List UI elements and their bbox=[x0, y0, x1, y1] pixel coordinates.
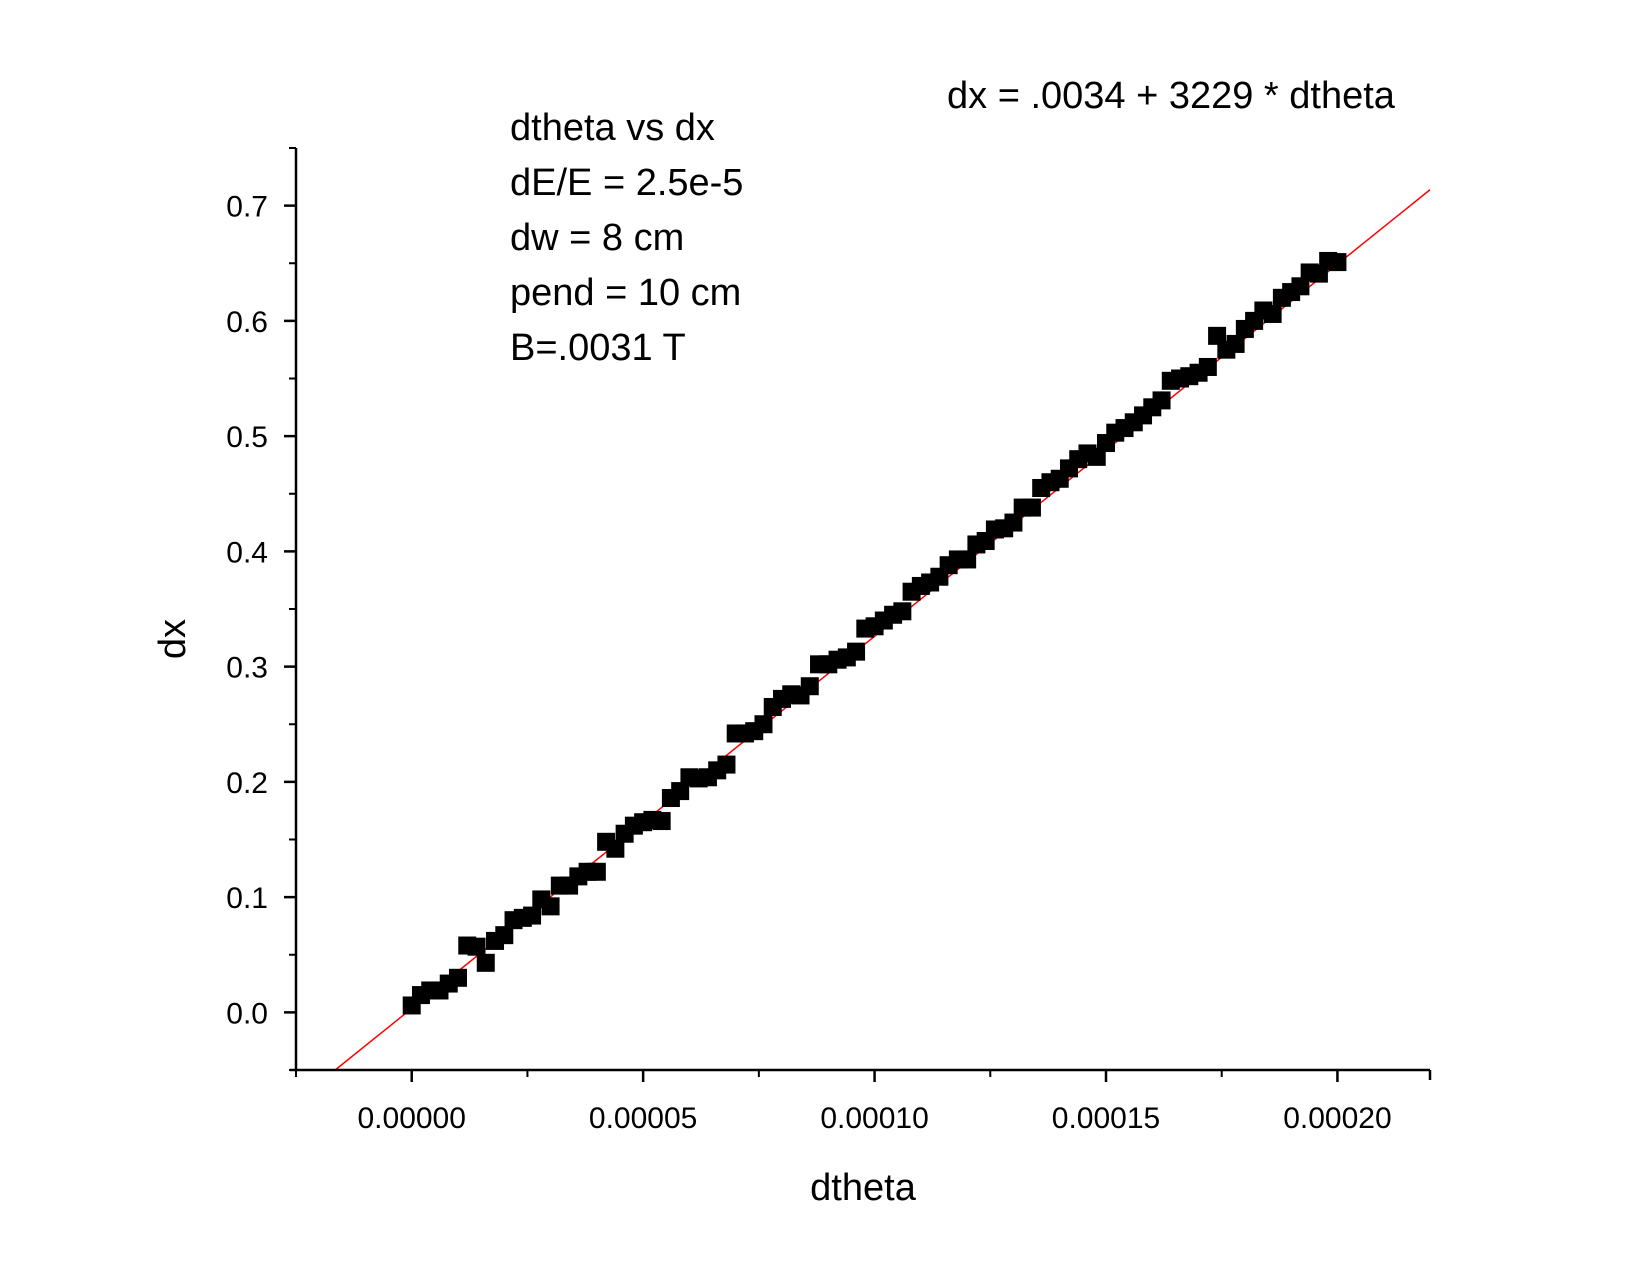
data-point bbox=[958, 550, 977, 569]
data-point bbox=[652, 812, 671, 831]
y-tick-label: 0.6 bbox=[226, 306, 268, 339]
param-annotation-1: dE/E = 2.5e-5 bbox=[510, 162, 743, 204]
data-point bbox=[671, 782, 690, 801]
axis-ticks-layer: 0.00000 0.00005 0.00010 0.00015 0.00020 0.0 0.… bbox=[226, 147, 1392, 1135]
y-tick-label: 0.1 bbox=[226, 882, 268, 915]
data-point bbox=[467, 937, 486, 956]
param-annotation-0: dtheta vs dx bbox=[510, 107, 715, 149]
data-point bbox=[606, 839, 625, 858]
x-tick-label: 0.00020 bbox=[1283, 1102, 1391, 1135]
data-point bbox=[1208, 326, 1227, 345]
y-tick-label: 0.3 bbox=[226, 652, 268, 685]
data-point bbox=[541, 897, 560, 916]
y-tick-label: 0.0 bbox=[226, 997, 268, 1030]
fit-equation-annotation: dx = .0034 + 3229 * dtheta bbox=[947, 75, 1396, 117]
x-tick-label: 0.00015 bbox=[1052, 1102, 1160, 1135]
data-point bbox=[523, 906, 542, 925]
data-point bbox=[754, 715, 773, 734]
data-point bbox=[1022, 498, 1041, 517]
data-point bbox=[1263, 304, 1282, 323]
data-point bbox=[717, 755, 736, 774]
data-point bbox=[1226, 334, 1245, 353]
y-tick-label: 0.5 bbox=[226, 421, 268, 454]
data-point bbox=[1328, 253, 1347, 272]
y-tick-label: 0.4 bbox=[226, 536, 268, 569]
y-tick-label: 0.7 bbox=[226, 191, 268, 224]
param-annotation-3: pend = 10 cm bbox=[510, 272, 741, 314]
data-point bbox=[495, 926, 514, 945]
data-point bbox=[587, 862, 606, 881]
data-point bbox=[1198, 357, 1217, 376]
data-point bbox=[476, 953, 495, 972]
data-point bbox=[847, 642, 866, 661]
data-point bbox=[1087, 447, 1106, 466]
y-axis-title: dx bbox=[152, 619, 194, 659]
param-annotation-4: B=.0031 T bbox=[510, 327, 686, 369]
data-point bbox=[893, 602, 912, 621]
data-point bbox=[1291, 277, 1310, 296]
x-axis-title: dtheta bbox=[810, 1167, 917, 1209]
data-point bbox=[800, 677, 819, 696]
param-annotation-2: dw = 8 cm bbox=[510, 217, 684, 259]
data-point bbox=[449, 968, 467, 987]
x-tick-label: 0.00010 bbox=[820, 1102, 928, 1135]
x-tick-label: 0.00000 bbox=[357, 1102, 465, 1135]
data-point bbox=[1004, 513, 1023, 532]
data-points-layer bbox=[402, 251, 1347, 1015]
x-tick-label: 0.00005 bbox=[589, 1102, 697, 1135]
data-point bbox=[1152, 391, 1171, 410]
y-tick-label: 0.2 bbox=[226, 767, 268, 800]
